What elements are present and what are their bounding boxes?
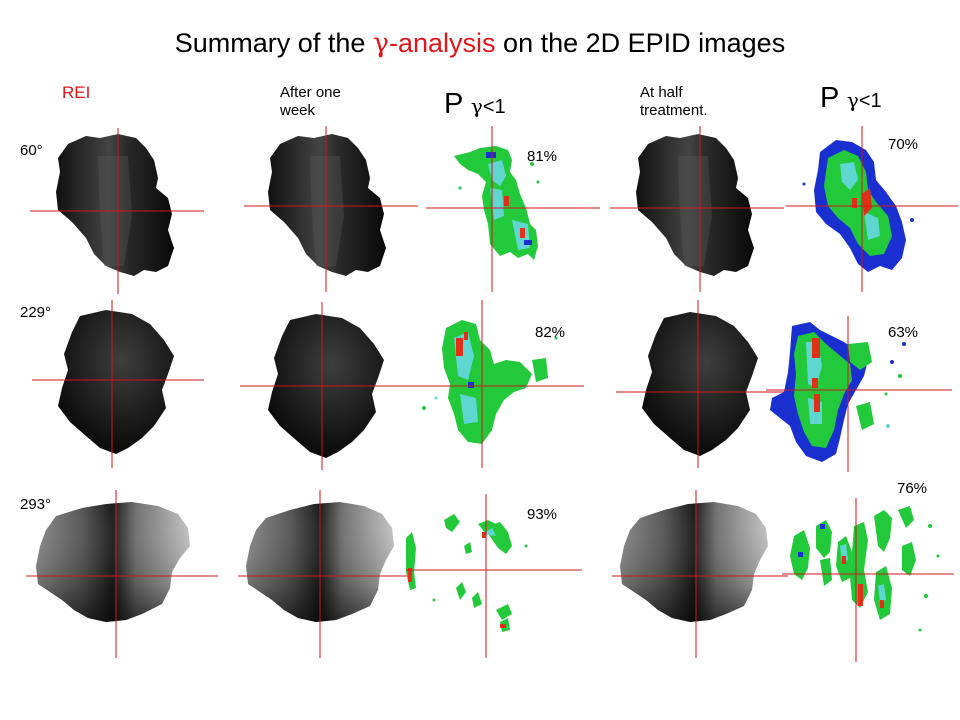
title-suffix: on the 2D EPID images: [495, 28, 786, 58]
epid-image-week-229: [236, 300, 416, 472]
header-at-half-line2: treatment.: [640, 102, 708, 119]
epid-image-half-229: [612, 298, 792, 470]
epid-image-half-293: [610, 488, 790, 660]
epid-image-rei-293: [22, 488, 222, 660]
header-rei: REI: [62, 83, 91, 102]
gamma-map-half-293: [780, 496, 956, 664]
gamma-map-half-60: [784, 124, 960, 294]
title-analysis: -analysis: [389, 28, 496, 58]
p-letter: P: [820, 82, 847, 114]
epid-image-week-60: [242, 124, 422, 294]
header-at-half-line1: At half: [640, 84, 683, 101]
angle-label-row-1: 60°: [20, 142, 43, 159]
pass-rate-week-row-2: 82%: [535, 324, 566, 341]
slide-title: Summary of the γ-analysis on the 2D EPID…: [0, 28, 960, 59]
less-than-one: <1: [858, 90, 882, 112]
pass-rate-half-row-1: 70%: [888, 136, 919, 153]
p-letter: P: [444, 88, 471, 120]
epid-image-rei-229: [28, 298, 208, 470]
title-prefix: Summary of the: [174, 28, 373, 58]
header-at-half-treatment: At half treatment.: [640, 84, 708, 120]
epid-image-week-293: [236, 488, 416, 660]
p-gamma-label-week: P γ<1: [444, 88, 506, 121]
epid-image-rei-60: [28, 126, 208, 296]
title-gamma: γ: [372, 28, 389, 59]
angle-label-row-3: 293°: [20, 496, 52, 513]
gamma-symbol: γ: [846, 88, 859, 112]
gamma-symbol: γ: [470, 94, 483, 118]
gamma-map-half-229: [764, 314, 954, 474]
pass-rate-half-row-3: 76%: [897, 480, 928, 497]
pass-rate-week-row-1: 81%: [527, 148, 558, 165]
angle-label-row-2: 229°: [20, 304, 52, 321]
gamma-map-week-229: [406, 298, 586, 470]
header-after-one-week-line2: week: [280, 102, 316, 119]
gamma-map-week-293: [404, 492, 584, 660]
header-after-one-week-line1: After one: [280, 84, 341, 101]
header-after-one-week: After one week: [280, 84, 341, 120]
p-gamma-label-half: P γ<1: [820, 82, 882, 115]
gamma-map-week-60: [424, 124, 604, 294]
less-than-one: <1: [482, 96, 506, 118]
epid-image-half-60: [608, 124, 788, 294]
pass-rate-half-row-2: 63%: [888, 324, 919, 341]
pass-rate-week-row-3: 93%: [527, 506, 558, 523]
